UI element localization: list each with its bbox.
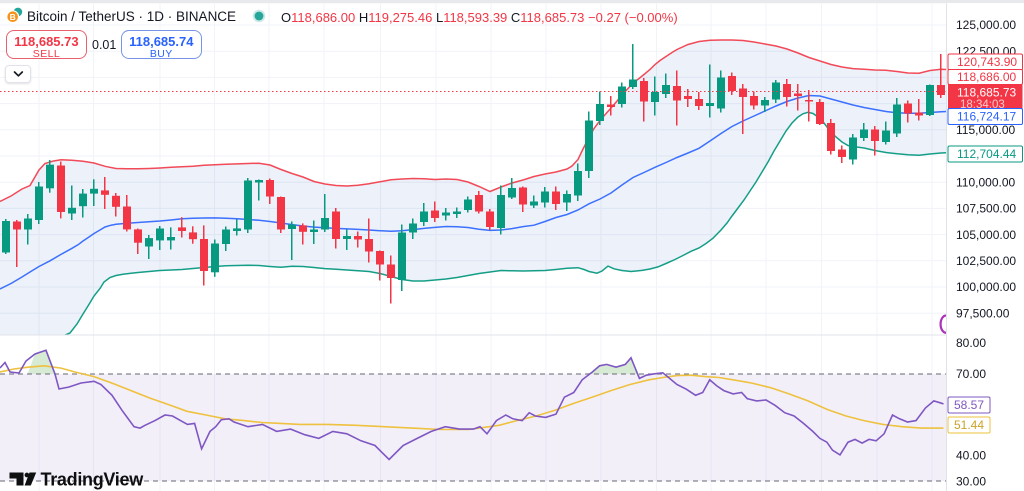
svg-text:118,686.00: 118,686.00 xyxy=(957,70,1016,84)
svg-text:TradingView: TradingView xyxy=(41,470,145,490)
svg-text:80.00: 80.00 xyxy=(956,336,986,350)
svg-text:116,724.17: 116,724.17 xyxy=(957,110,1016,124)
svg-text:110,000.00: 110,000.00 xyxy=(956,175,1015,189)
svg-text:B: B xyxy=(10,12,16,22)
svg-text:118,685.73: 118,685.73 xyxy=(957,86,1016,100)
svg-text:105,000.00: 105,000.00 xyxy=(956,228,1016,242)
svg-text:30.00: 30.00 xyxy=(956,475,986,489)
svg-text:120,743.90: 120,743.90 xyxy=(957,55,1017,69)
svg-text:51.44: 51.44 xyxy=(954,418,984,432)
svg-text:40.00: 40.00 xyxy=(956,449,986,463)
svg-text:125,000.00: 125,000.00 xyxy=(956,18,1016,32)
svg-text:70.00: 70.00 xyxy=(956,367,986,381)
svg-text:115,000.00: 115,000.00 xyxy=(956,123,1015,137)
svg-text:100,000.00: 100,000.00 xyxy=(956,280,1016,294)
svg-text:102,500.00: 102,500.00 xyxy=(956,254,1016,268)
svg-text:58.57: 58.57 xyxy=(954,398,984,412)
svg-text:97,500.00: 97,500.00 xyxy=(956,306,1010,320)
svg-text:112,704.44: 112,704.44 xyxy=(957,147,1016,161)
svg-text:107,500.00: 107,500.00 xyxy=(956,202,1016,216)
